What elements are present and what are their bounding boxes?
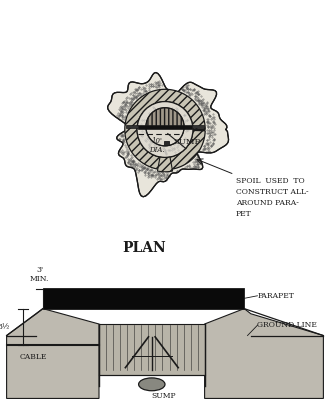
Text: 3½: 3½ [0,323,10,331]
Polygon shape [125,89,205,170]
Text: SPOIL  USED  TO
CONSTRUCT ALL-
AROUND PARA-
PET: SPOIL USED TO CONSTRUCT ALL- AROUND PARA… [236,177,309,218]
Bar [99,324,205,375]
Polygon shape [205,309,323,399]
Polygon shape [146,108,184,127]
Text: PARAPET: PARAPET [257,292,294,300]
Bar [43,288,244,309]
Bar [126,126,138,128]
Bar [164,141,169,145]
Ellipse shape [139,378,165,391]
Text: SUMP: SUMP [173,138,200,146]
Polygon shape [146,127,184,146]
Text: GROUND LINE: GROUND LINE [257,321,317,329]
Text: 3'
MIN.: 3' MIN. [30,266,49,283]
Text: 10'
DIA.: 10' DIA. [149,137,165,154]
Text: CABLE: CABLE [19,353,47,361]
Circle shape [137,101,193,158]
Text: SUMP: SUMP [152,392,177,400]
Polygon shape [108,73,229,197]
Bar [138,125,192,129]
Bar [192,126,204,128]
Polygon shape [157,157,173,172]
Text: PLAN: PLAN [123,241,166,255]
Polygon shape [7,309,99,399]
Circle shape [125,89,205,170]
